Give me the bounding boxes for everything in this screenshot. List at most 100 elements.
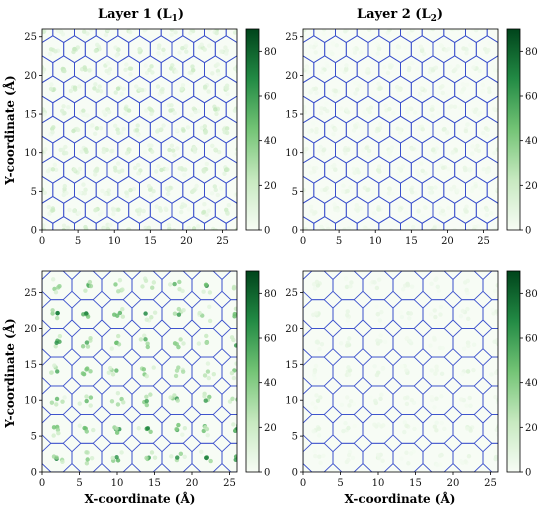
density-spot bbox=[495, 24, 499, 28]
density-spot bbox=[460, 250, 464, 254]
density-spot bbox=[205, 4, 209, 8]
density-spot bbox=[236, 65, 237, 67]
density-spot bbox=[412, 426, 417, 432]
density-spot bbox=[50, 207, 56, 213]
density-spot bbox=[490, 253, 494, 257]
density-spot bbox=[467, 168, 473, 173]
density-spot bbox=[462, 257, 466, 261]
density-spot bbox=[174, 368, 180, 373]
density-spot bbox=[180, 432, 185, 437]
density-spot bbox=[229, 335, 235, 340]
density-spot bbox=[179, 205, 184, 210]
density-spot bbox=[20, 63, 24, 67]
density-spot bbox=[17, 188, 21, 192]
density-spot bbox=[82, 191, 87, 196]
density-spot bbox=[84, 311, 89, 316]
density-spot bbox=[202, 124, 208, 129]
density-spot bbox=[376, 164, 382, 169]
density-spot bbox=[343, 29, 348, 34]
density-spot bbox=[24, 340, 28, 344]
density-spot bbox=[351, 9, 355, 13]
density-spot bbox=[241, 46, 245, 50]
density-spot bbox=[271, 317, 275, 321]
density-spot bbox=[452, 104, 458, 110]
density-spot bbox=[344, 63, 349, 68]
y-tick-label: 15 bbox=[24, 360, 37, 371]
octagon-cell bbox=[482, 327, 498, 358]
density-spot bbox=[231, 375, 237, 381]
colorbar-tick-label: 0 bbox=[264, 226, 270, 237]
density-spot bbox=[108, 222, 113, 228]
density-spot bbox=[400, 164, 406, 169]
density-spot bbox=[438, 312, 443, 317]
density-spot bbox=[373, 398, 378, 404]
density-spot bbox=[267, 455, 271, 459]
tessellation bbox=[42, 29, 237, 230]
density-spot bbox=[285, 456, 289, 460]
density-spot bbox=[389, 145, 395, 150]
density-spot bbox=[202, 394, 207, 399]
density-spot bbox=[501, 24, 505, 28]
density-spot bbox=[149, 192, 154, 198]
density-spot bbox=[204, 455, 209, 461]
density-spot bbox=[62, 68, 67, 74]
x-tick-label: 5 bbox=[337, 478, 343, 489]
density-spot bbox=[88, 403, 93, 408]
density-spot bbox=[42, 112, 47, 117]
density-spot bbox=[142, 333, 147, 338]
density-spot bbox=[235, 255, 239, 259]
density-spot bbox=[183, 43, 189, 49]
density-spot bbox=[192, 146, 197, 151]
density-spot bbox=[185, 125, 191, 130]
y-tick-label: 10 bbox=[285, 396, 298, 407]
density-spot bbox=[164, 186, 170, 191]
density-spot bbox=[74, 5, 78, 9]
x-tick-label: 10 bbox=[369, 236, 382, 247]
density-spot bbox=[405, 395, 410, 400]
density-spot bbox=[198, 481, 202, 485]
hexagon-cell bbox=[498, 0, 520, 22]
density-spot bbox=[496, 432, 498, 437]
density-spot bbox=[313, 8, 317, 12]
density-spot bbox=[342, 253, 346, 257]
density-spot bbox=[177, 50, 182, 55]
density-spot bbox=[62, 183, 68, 189]
density-spot bbox=[228, 252, 232, 256]
density-spot bbox=[91, 427, 96, 433]
density-spot bbox=[65, 225, 71, 230]
density-spot bbox=[382, 65, 387, 70]
density-spot bbox=[439, 484, 443, 488]
density-spot bbox=[83, 147, 88, 152]
density-spot bbox=[202, 84, 208, 90]
density-spot bbox=[137, 244, 141, 248]
density-spot bbox=[16, 27, 20, 31]
density-spot bbox=[464, 7, 468, 11]
density-spot bbox=[27, 91, 31, 95]
density-spot bbox=[442, 426, 447, 432]
density-spot bbox=[169, 32, 174, 37]
density-spot bbox=[390, 191, 395, 196]
density-spot bbox=[521, 252, 525, 256]
density-spot bbox=[416, 250, 420, 254]
density-spot bbox=[278, 106, 282, 110]
density-spot bbox=[433, 65, 439, 70]
plot-frame bbox=[41, 270, 238, 473]
density-spot bbox=[30, 206, 34, 210]
density-spot bbox=[362, 109, 367, 115]
density-spot bbox=[346, 254, 350, 258]
density-spot bbox=[465, 306, 470, 312]
density-spot bbox=[526, 485, 530, 489]
density-spot bbox=[366, 29, 372, 33]
density-spot bbox=[18, 65, 22, 69]
density-spot bbox=[160, 86, 165, 92]
density-spot bbox=[120, 168, 125, 173]
density-spot bbox=[480, 89, 485, 95]
density-spot bbox=[315, 283, 321, 288]
density-spot bbox=[213, 187, 218, 193]
density-spot bbox=[399, 480, 403, 484]
density-spot bbox=[20, 423, 24, 427]
density-spot bbox=[377, 248, 381, 252]
density-spot bbox=[313, 50, 318, 55]
density-spot bbox=[464, 50, 469, 56]
density-spot bbox=[352, 246, 356, 250]
